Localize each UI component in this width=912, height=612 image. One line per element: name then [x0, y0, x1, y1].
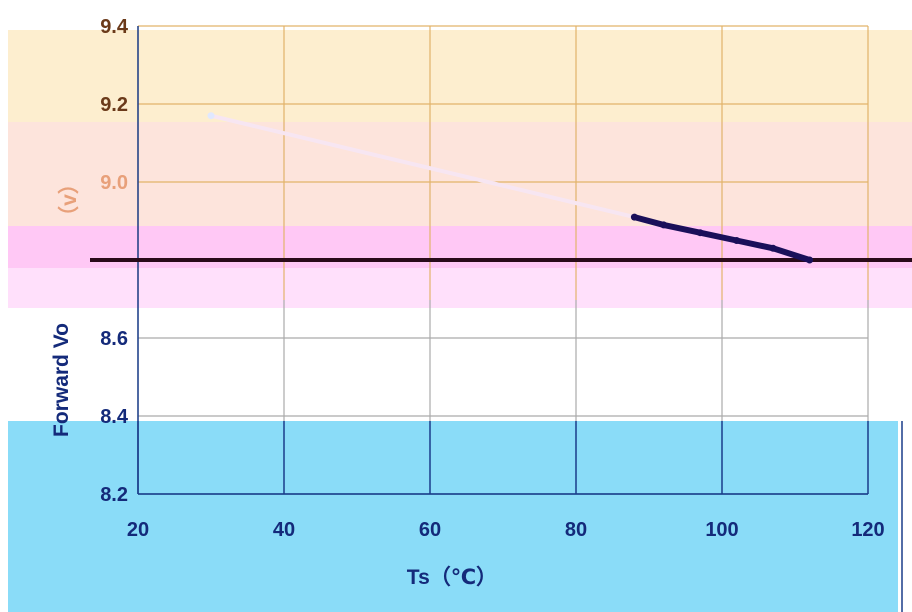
y-tick-label: 8.6: [100, 328, 128, 350]
y-tick-label: 8.4: [100, 406, 129, 428]
x-tick-label: 40: [273, 519, 295, 541]
data-point: [733, 237, 741, 244]
x-tick-label: 80: [565, 519, 587, 541]
y-tick-label: 9.4: [100, 16, 129, 38]
y-tick-label: 9.2: [100, 94, 128, 116]
x-axis-title: Ts（℃）: [407, 565, 497, 589]
band-light-pink: [8, 268, 912, 308]
data-point: [630, 213, 638, 221]
data-point: [696, 229, 704, 237]
series-line-segment: [633, 214, 811, 263]
x-tick-label: 60: [419, 519, 441, 541]
data-point: [769, 244, 777, 252]
data-point: [207, 112, 215, 120]
y-tick-label: 9.0: [100, 172, 128, 194]
data-point: [806, 256, 814, 264]
data-point: [660, 221, 668, 229]
band-blue: [8, 421, 898, 612]
x-tick-label: 20: [127, 519, 149, 541]
x-tick-label: 100: [705, 519, 738, 541]
x-tick-label: 120: [851, 519, 884, 541]
y-axis-title: Forward Vo: [50, 323, 73, 437]
band-top-cream: [8, 30, 912, 122]
y-axis-unit: （v）: [57, 173, 81, 227]
y-tick-label: 8.2: [100, 484, 128, 506]
